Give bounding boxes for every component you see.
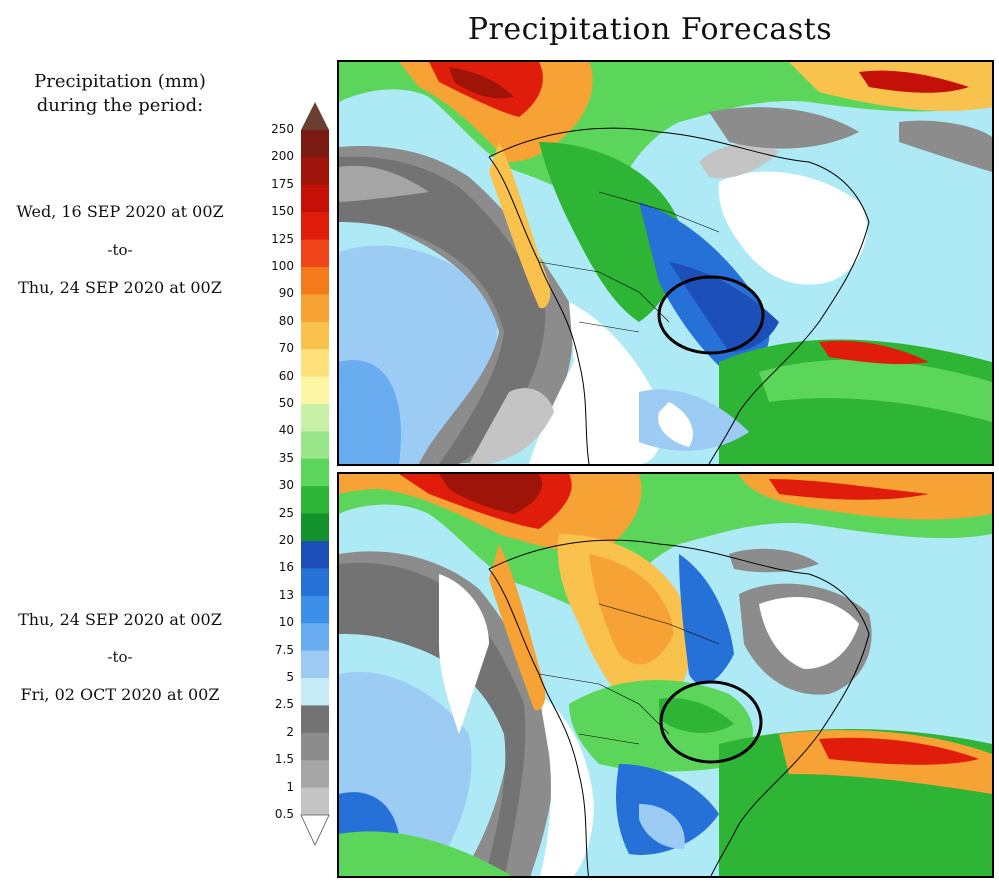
scale-band <box>301 760 329 789</box>
scale-band <box>301 678 329 706</box>
scale-tick-label: 35 <box>278 450 294 465</box>
period-1-from: Wed, 16 SEP 2020 at 00Z <box>16 202 224 221</box>
highlight-circle-1 <box>657 275 765 355</box>
scale-band <box>301 267 329 295</box>
scale-band <box>301 650 329 679</box>
scale-band <box>301 623 329 652</box>
scale-tick-label: 125 <box>271 231 294 246</box>
scale-band <box>301 705 329 734</box>
scale-band <box>301 376 329 405</box>
forecast-map-period-1 <box>337 60 994 466</box>
scale-band <box>301 184 329 213</box>
scale-tick-label: 16 <box>278 560 294 575</box>
scale-tick-label: 30 <box>278 478 294 493</box>
scale-tick-label: 60 <box>278 368 294 383</box>
scale-band <box>301 130 329 158</box>
scale-band <box>301 486 329 515</box>
period-1-to: Thu, 24 SEP 2020 at 00Z <box>18 278 222 297</box>
legend-title-line2: during the period: <box>36 95 204 116</box>
scale-tick-label: 70 <box>278 341 294 356</box>
precipitation-map-1 <box>339 62 992 464</box>
scale-tick-label: 25 <box>278 505 294 520</box>
scale-tick-label: 1 <box>286 779 294 794</box>
scale-tick-label: 100 <box>271 259 294 273</box>
precipitation-map-2 <box>339 474 992 876</box>
period-2-separator: -to- <box>107 648 133 666</box>
period-2-from: Thu, 24 SEP 2020 at 00Z <box>18 610 222 629</box>
scale-band <box>301 787 329 816</box>
scale-tick-label: 7.5 <box>274 642 294 657</box>
scale-band <box>301 212 329 241</box>
scale-tick-label: 2 <box>286 724 294 739</box>
scale-band <box>301 404 329 432</box>
scale-band <box>301 568 329 597</box>
highlight-circle-2 <box>659 680 763 764</box>
scale-band <box>301 595 329 624</box>
scale-tick-label: 150 <box>271 204 294 219</box>
scale-bottom-triangle <box>300 814 330 846</box>
scale-band <box>301 732 329 761</box>
scale-band <box>301 349 329 378</box>
scale-band <box>301 541 329 569</box>
scale-tick-label: 80 <box>278 313 294 328</box>
scale-tick-label: 175 <box>271 176 294 191</box>
scale-tick-label: 2.5 <box>274 697 294 712</box>
legend-title: Precipitation (mm) during the period: <box>0 70 240 118</box>
scale-tick-label: 10 <box>278 615 294 630</box>
chart-title: Precipitation Forecasts <box>467 12 833 47</box>
forecast-map-period-2 <box>337 472 994 878</box>
scale-tick-label: 50 <box>278 396 294 410</box>
scale-band <box>301 321 329 350</box>
scale-band <box>301 458 329 487</box>
scale-band <box>301 294 329 323</box>
scale-band <box>301 239 329 268</box>
legend-title-line1: Precipitation (mm) <box>34 71 206 92</box>
scale-tick-label: 200 <box>271 149 294 164</box>
scale-tick-label: 250 <box>271 122 294 136</box>
scale-band <box>301 157 329 186</box>
period-1-separator: -to- <box>107 241 133 259</box>
scale-tick-label: 20 <box>278 533 294 547</box>
color-scale-bar <box>300 102 330 846</box>
scale-band <box>301 431 329 460</box>
period-2-to: Fri, 02 OCT 2020 at 00Z <box>20 685 220 704</box>
scale-tick-label: 40 <box>278 423 294 438</box>
scale-tick-label: 13 <box>278 587 294 602</box>
scale-band <box>301 513 329 542</box>
scale-tick-label: 1.5 <box>274 752 294 767</box>
scale-tick-label: 90 <box>278 286 294 301</box>
scale-top-triangle <box>301 102 329 130</box>
scale-tick-label: 0.5 <box>274 807 294 821</box>
scale-tick-label: 5 <box>286 670 294 684</box>
